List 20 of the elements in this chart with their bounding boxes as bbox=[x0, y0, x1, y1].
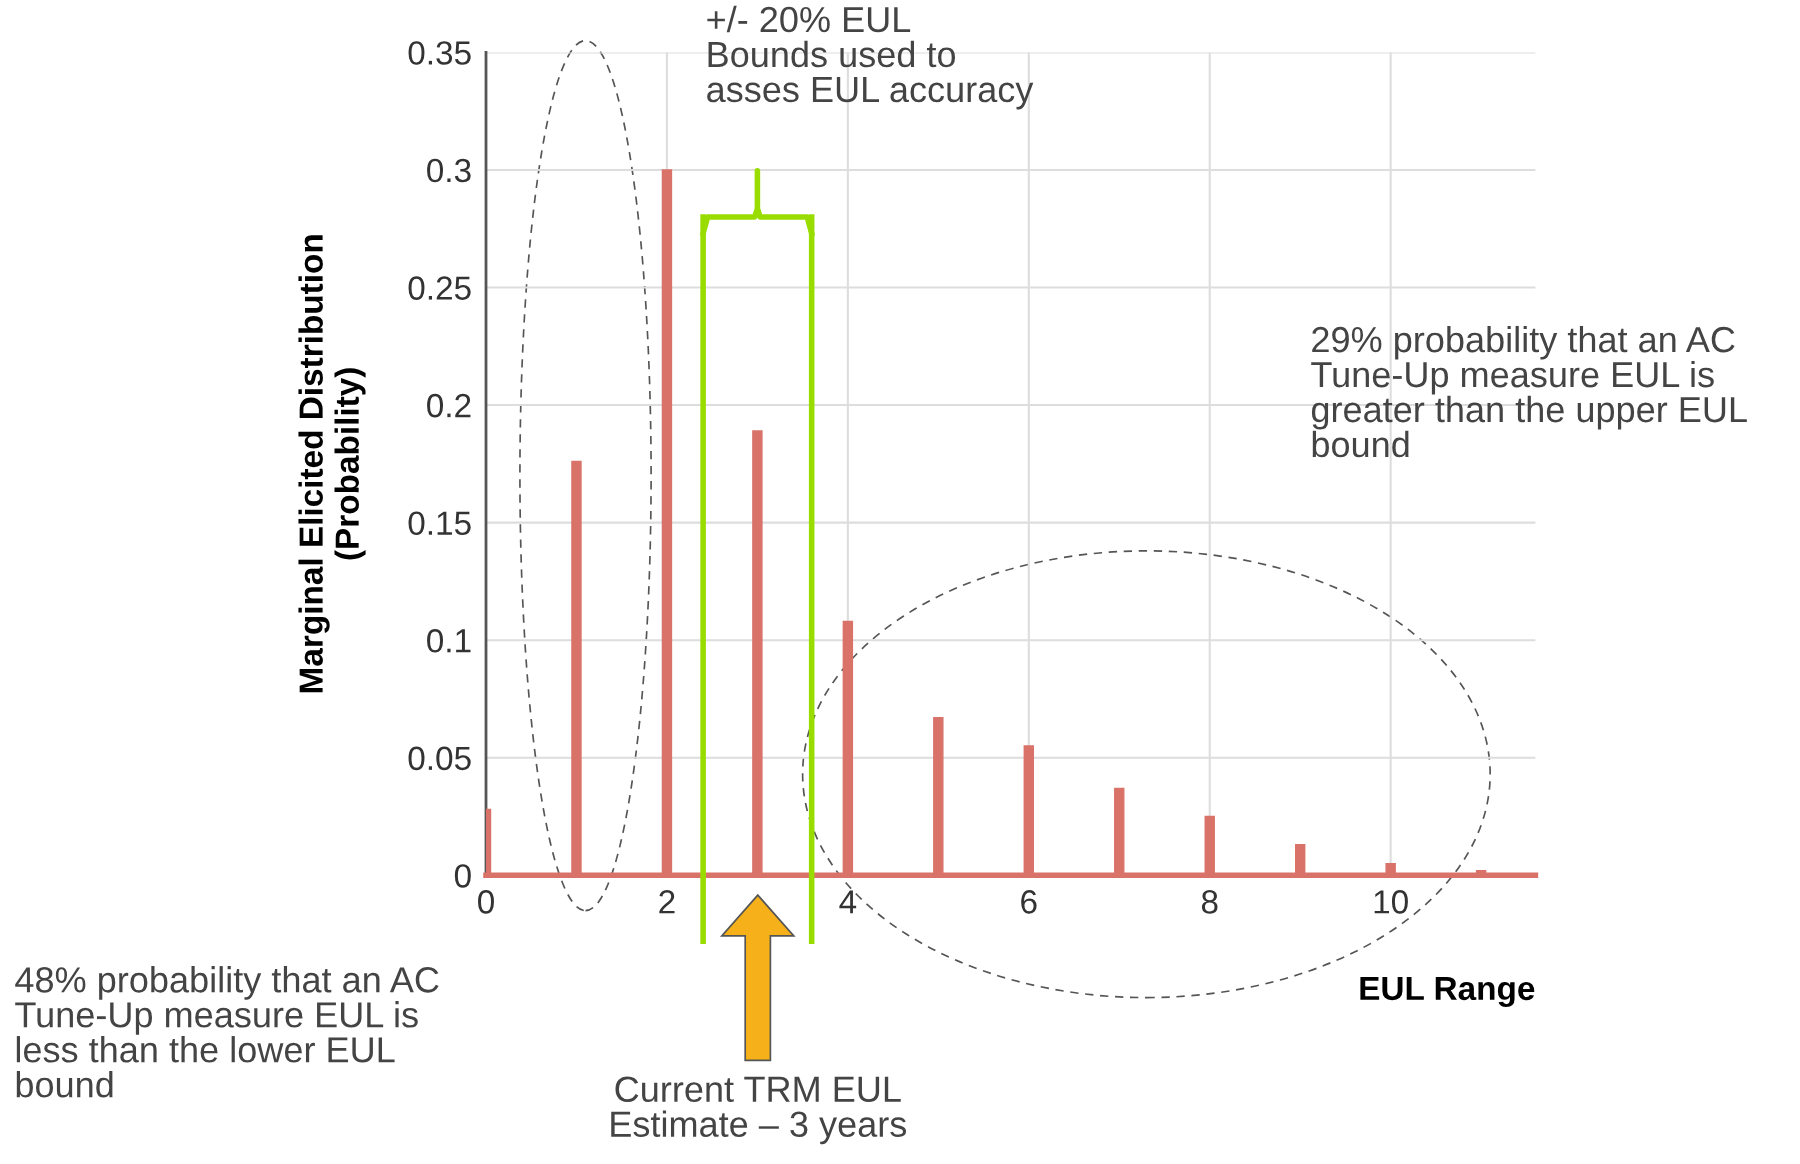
y-tick-label: 0.05 bbox=[408, 746, 471, 771]
y-tick-label: 0.25 bbox=[408, 276, 471, 300]
x-tick-label: 8 bbox=[1201, 890, 1218, 914]
annotation: +/- 20% EUL Bounds used to asses EUL accuracy bbox=[707, 5, 1034, 110]
x-tick-label: 2 bbox=[659, 890, 675, 914]
x-tick-label: 4 bbox=[839, 890, 857, 914]
y-axis-title: Marginal Elicited Distribution (Probability) bbox=[298, 235, 366, 693]
y-tick-label: 0.35 bbox=[408, 41, 471, 65]
x-axis-title: EUL Range bbox=[1360, 976, 1535, 1007]
y-tick-label: 0.2 bbox=[427, 393, 471, 418]
x-tick-label: 0 bbox=[478, 890, 494, 914]
y-tick-label: 0 bbox=[454, 864, 471, 888]
x-tick-label: 6 bbox=[1021, 890, 1037, 914]
annotation: 29% probability that an AC Tune-Up measure EUL is greater than the upper EUL bound bbox=[1311, 325, 1747, 458]
x-tick-label: 10 bbox=[1374, 890, 1408, 914]
y-tick-label: 0.15 bbox=[408, 511, 471, 536]
text: 48% probability that an AC Tune-Up measure EUL is less than the lower EUL bound bbox=[15, 966, 439, 1098]
y-tick-label: 0.3 bbox=[427, 158, 471, 183]
y-tick-label: 0.1 bbox=[427, 629, 471, 653]
text: Current TRM EUL Estimate – 3 years bbox=[611, 1076, 907, 1145]
